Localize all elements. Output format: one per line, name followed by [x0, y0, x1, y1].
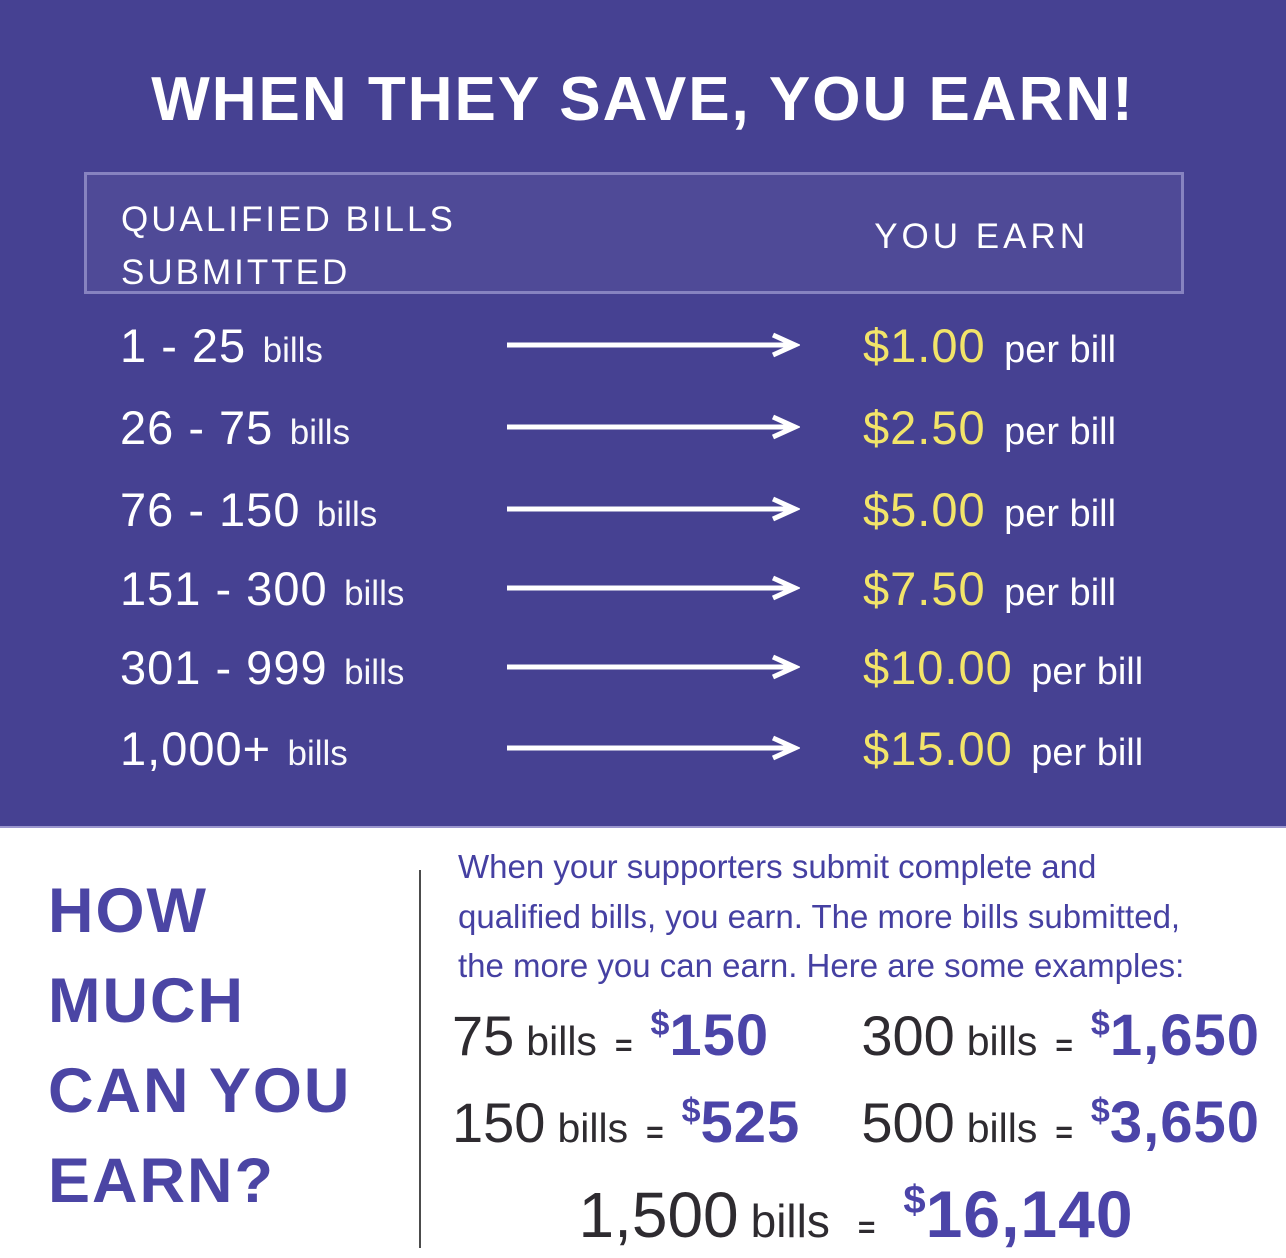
arrow-right-icon [505, 735, 805, 761]
tier-range: 301 - 999 bills [120, 640, 505, 695]
arrow-right-icon [505, 575, 805, 601]
example-amount: 150 [669, 1003, 770, 1068]
dollar-sign: $ [1090, 1005, 1110, 1043]
tier-range-unit: bills [344, 652, 405, 692]
example-amount: 3,650 [1109, 1090, 1260, 1155]
examples-grid: 75 bills = $ 150 300 bills = $ 1,650 150 [452, 1002, 1260, 1252]
earn-per-label: per bill [1004, 328, 1117, 371]
earn-amount: $5.00 [863, 482, 986, 536]
tier-range-value: 26 - 75 [120, 400, 274, 454]
tier-range-value: 1,000+ [120, 721, 272, 775]
rate-table-section: WHEN THEY SAVE, YOU EARN! QUALIFIED BILL… [0, 0, 1286, 828]
equals-sign: = [646, 1116, 664, 1149]
equals-sign: = [857, 1211, 876, 1244]
example-pair: 75 bills = $ 150 [452, 1002, 769, 1069]
arrow-right-icon [505, 496, 805, 522]
tier-earn: $2.50 per bill [863, 400, 1116, 455]
equals-sign: = [614, 1029, 633, 1062]
equals-sign: = [1055, 1116, 1073, 1149]
tier-range-unit: bills [262, 330, 323, 370]
tier-earn: $1.00 per bill [863, 318, 1116, 373]
dollar-sign: $ [903, 1178, 926, 1222]
tier-row: 151 - 300 bills $7.50 per bill [120, 556, 1246, 620]
tier-range-unit: bills [287, 733, 348, 773]
earn-per-label: per bill [1004, 410, 1117, 453]
example-bill-unit: bills [966, 1018, 1038, 1064]
arrow-right-icon [505, 654, 805, 680]
example-pair: 300 bills = $ 1,650 [861, 1002, 1260, 1069]
tier-range-unit: bills [316, 494, 378, 534]
example-amount: 16,140 [925, 1177, 1134, 1251]
example-bill-unit: bills [557, 1105, 629, 1151]
earn-per-label: per bill [1004, 492, 1117, 535]
table-header-earn-column: YOU EARN [874, 217, 1089, 256]
tier-earn: $15.00 per bill [863, 721, 1143, 776]
arrow-right-icon [505, 414, 805, 440]
tier-row: 26 - 75 bills $2.50 per bill [120, 395, 1246, 459]
example-bill-count: 150 [452, 1091, 546, 1154]
dollar-sign: $ [1090, 1092, 1110, 1130]
dollar-sign: $ [681, 1092, 701, 1130]
section-heading: HOW MUCH CAN YOU EARN? [48, 876, 352, 1217]
arrow-right-icon [505, 332, 805, 358]
tier-range-unit: bills [289, 412, 351, 452]
example-bill-unit: bills [966, 1105, 1038, 1151]
earn-amount: $2.50 [863, 400, 986, 454]
vertical-divider [419, 870, 421, 1248]
earn-amount: $10.00 [863, 640, 1013, 694]
tier-earn: $5.00 per bill [863, 482, 1116, 537]
tier-range: 1,000+ bills [120, 721, 505, 776]
example-amount: 1,650 [1109, 1003, 1260, 1068]
tier-row: 1,000+ bills $15.00 per bill [120, 716, 1246, 780]
examples-row: 150 bills = $ 525 500 bills = $ 3,650 [452, 1089, 1260, 1156]
equals-sign: = [1055, 1029, 1073, 1062]
tier-range: 151 - 300 bills [120, 561, 505, 616]
example-pair: 1,500 bills = $ 16,140 [578, 1176, 1133, 1252]
examples-row: 75 bills = $ 150 300 bills = $ 1,650 [452, 1002, 1260, 1069]
earn-per-label: per bill [1004, 571, 1117, 614]
example-bill-count: 500 [861, 1091, 955, 1154]
earn-amount: $15.00 [863, 721, 1013, 775]
earn-amount: $1.00 [863, 318, 986, 372]
tier-range-value: 76 - 150 [120, 482, 301, 536]
dollar-sign: $ [650, 1005, 670, 1043]
example-bill-unit: bills [526, 1018, 597, 1064]
tier-row: 76 - 150 bills $5.00 per bill [120, 477, 1246, 541]
tier-range: 76 - 150 bills [120, 482, 505, 537]
table-header-box: QUALIFIED BILLS SUBMITTED YOU EARN [84, 172, 1184, 294]
table-header-bills-column: QUALIFIED BILLS SUBMITTED [121, 200, 456, 293]
tier-range-value: 151 - 300 [120, 561, 328, 615]
intro-paragraph: When your supporters submit complete and… [458, 848, 1185, 984]
example-pair: 150 bills = $ 525 [452, 1089, 800, 1156]
earn-per-label: per bill [1031, 650, 1144, 693]
examples-section: HOW MUCH CAN YOU EARN? When your support… [0, 830, 1286, 1258]
hero-title: WHEN THEY SAVE, YOU EARN! [151, 65, 1135, 134]
tier-earn: $10.00 per bill [863, 640, 1143, 695]
tier-range-value: 301 - 999 [120, 640, 328, 694]
tier-row: 301 - 999 bills $10.00 per bill [120, 635, 1246, 699]
example-amount: 525 [700, 1090, 801, 1155]
tier-earn: $7.50 per bill [863, 561, 1116, 616]
example-bill-count: 75 [452, 1004, 515, 1067]
earn-amount: $7.50 [863, 561, 986, 615]
tier-range: 26 - 75 bills [120, 400, 505, 455]
tier-range-unit: bills [344, 573, 405, 613]
example-pair: 500 bills = $ 3,650 [861, 1089, 1260, 1156]
example-bill-count: 300 [861, 1004, 955, 1067]
example-bill-unit: bills [750, 1195, 830, 1247]
example-bill-count: 1,500 [578, 1179, 739, 1251]
tier-range-value: 1 - 25 [120, 318, 247, 372]
earn-per-label: per bill [1031, 731, 1144, 774]
examples-final-row: 1,500 bills = $ 16,140 [452, 1176, 1260, 1252]
tier-range: 1 - 25 bills [120, 318, 505, 373]
tier-row: 1 - 25 bills $1.00 per bill [120, 313, 1246, 377]
